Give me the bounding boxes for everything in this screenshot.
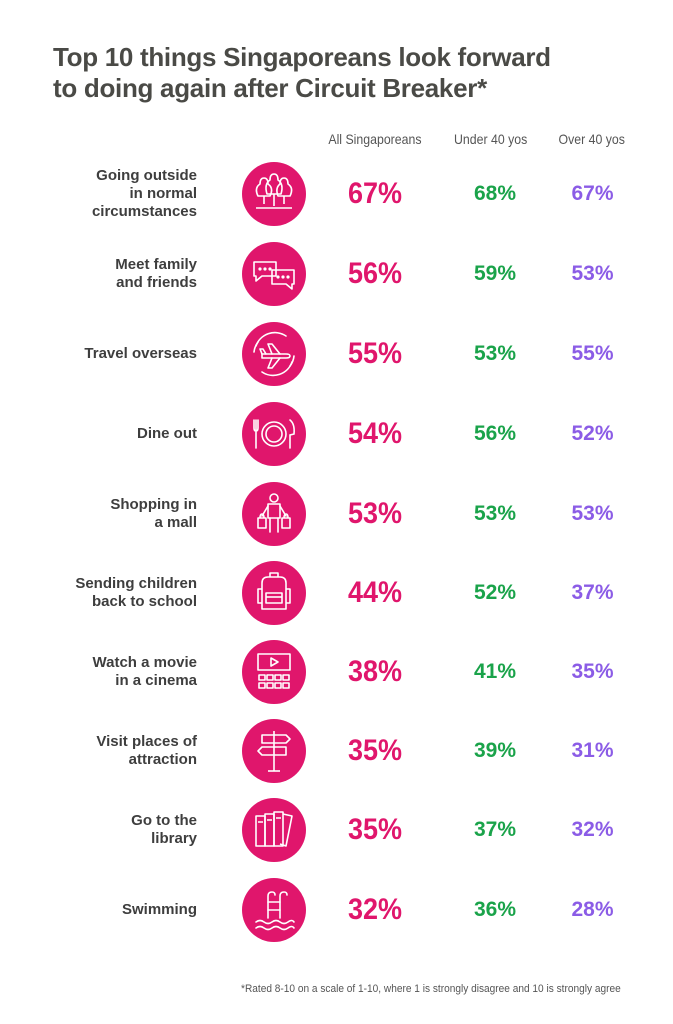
value-under-40: 53% [473,502,517,525]
value-over-40: 32% [571,818,614,841]
row-label-line: back to school [91,593,197,610]
table-row: Go to the library 35% 37% 32% [0,794,673,866]
backpack-icon [242,561,306,625]
value-over-40: 31% [571,739,614,762]
row-label-line: in normal [129,185,197,202]
row-label: Dine out [17,425,197,443]
column-header-over-40: Over 40 yos [558,131,625,147]
row-label: Watch a movie in a cinema [17,654,197,690]
table-row: Travel overseas 55% 53% 55% [0,318,673,390]
value-over-40: 53% [571,502,614,525]
row-label: Swimming [17,901,197,919]
row-label-line: Sending children [75,575,197,592]
value-all-singaporeans: 32% [347,893,403,926]
table-row: Visit places of attraction 35% 39% 31% [0,715,673,787]
value-over-40: 55% [571,342,614,365]
column-header-all: All Singaporeans [328,131,422,147]
value-all-singaporeans: 35% [347,734,403,767]
trees-icon [242,162,306,226]
value-under-40: 36% [473,898,517,921]
table-row: Going outside in normal circumstances 67% 68… [0,158,673,230]
row-label: Meet family and friends [17,256,197,292]
value-all-singaporeans: 56% [347,257,403,290]
plate-cutlery-icon [242,402,306,466]
row-label-line: Visit places of [96,733,197,750]
value-under-40: 37% [473,818,517,841]
value-under-40: 52% [473,581,517,604]
row-label-line: attraction [128,751,197,768]
table-row: Meet family and friends 56% 59% 53% [0,238,673,310]
value-all-singaporeans: 53% [347,497,403,530]
row-label-line: circumstances [91,203,197,220]
table-row: Watch a movie in a cinema 38% 41% 35% [0,636,673,708]
chart-title-line-1: Top 10 things Singaporeans look forward [53,42,551,72]
value-all-singaporeans: 35% [347,813,403,846]
value-all-singaporeans: 44% [347,576,403,609]
value-under-40: 39% [473,739,517,762]
column-header-under-40: Under 40 yos [453,131,528,147]
value-all-singaporeans: 55% [347,337,403,370]
value-over-40: 67% [571,182,614,205]
value-over-40: 28% [571,898,614,921]
row-label: Shopping in a mall [17,496,197,532]
row-label: Travel overseas [17,345,197,363]
value-over-40: 35% [571,660,614,683]
row-label: Go to the library [17,812,197,848]
table-row: Sending children back to school 44% 52% 37% [0,557,673,629]
row-label-line: library [151,830,197,847]
books-icon [242,798,306,862]
row-label-line: Meet family [115,256,197,273]
value-under-40: 53% [473,342,517,365]
table-row: Dine out 54% 56% 52% [0,398,673,470]
row-label-line: and friends [116,274,197,291]
value-all-singaporeans: 38% [347,655,403,688]
cinema-icon [242,640,306,704]
value-over-40: 52% [571,422,614,445]
row-label: Sending children back to school [17,575,197,611]
value-all-singaporeans: 54% [347,417,403,450]
row-label-line: a mall [154,514,197,531]
value-over-40: 53% [571,262,614,285]
row-label-line: Going outside [96,167,197,184]
pool-icon [242,878,306,942]
table-row: Swimming 32% 36% 28% [0,874,673,946]
chart-title-line-2: to doing again after Circuit Breaker* [53,73,487,103]
value-under-40: 41% [473,660,517,683]
value-over-40: 37% [571,581,614,604]
value-under-40: 59% [473,262,517,285]
footnote: *Rated 8-10 on a scale of 1-10, where 1 … [241,983,621,995]
shopper-icon [242,482,306,546]
row-label: Visit places of attraction [17,733,197,769]
chat-bubbles-icon [242,242,306,306]
row-label-line: in a cinema [115,672,197,689]
row-label-line: Swimming [121,901,197,918]
row-label-line: Go to the [131,812,197,829]
airplane-icon [242,322,306,386]
chart-title: Top 10 things Singaporeans look forward … [53,42,653,104]
value-under-40: 68% [473,182,517,205]
table-row: Shopping in a mall 53% 53% 53% [0,478,673,550]
row-label: Going outside in normal circumstances [17,167,197,221]
value-all-singaporeans: 67% [347,177,403,210]
row-label-line: Shopping in [110,496,197,513]
value-under-40: 56% [473,422,517,445]
row-label-line: Travel overseas [84,345,197,362]
signpost-icon [242,719,306,783]
row-label-line: Watch a movie [92,654,197,671]
row-label-line: Dine out [137,425,197,442]
